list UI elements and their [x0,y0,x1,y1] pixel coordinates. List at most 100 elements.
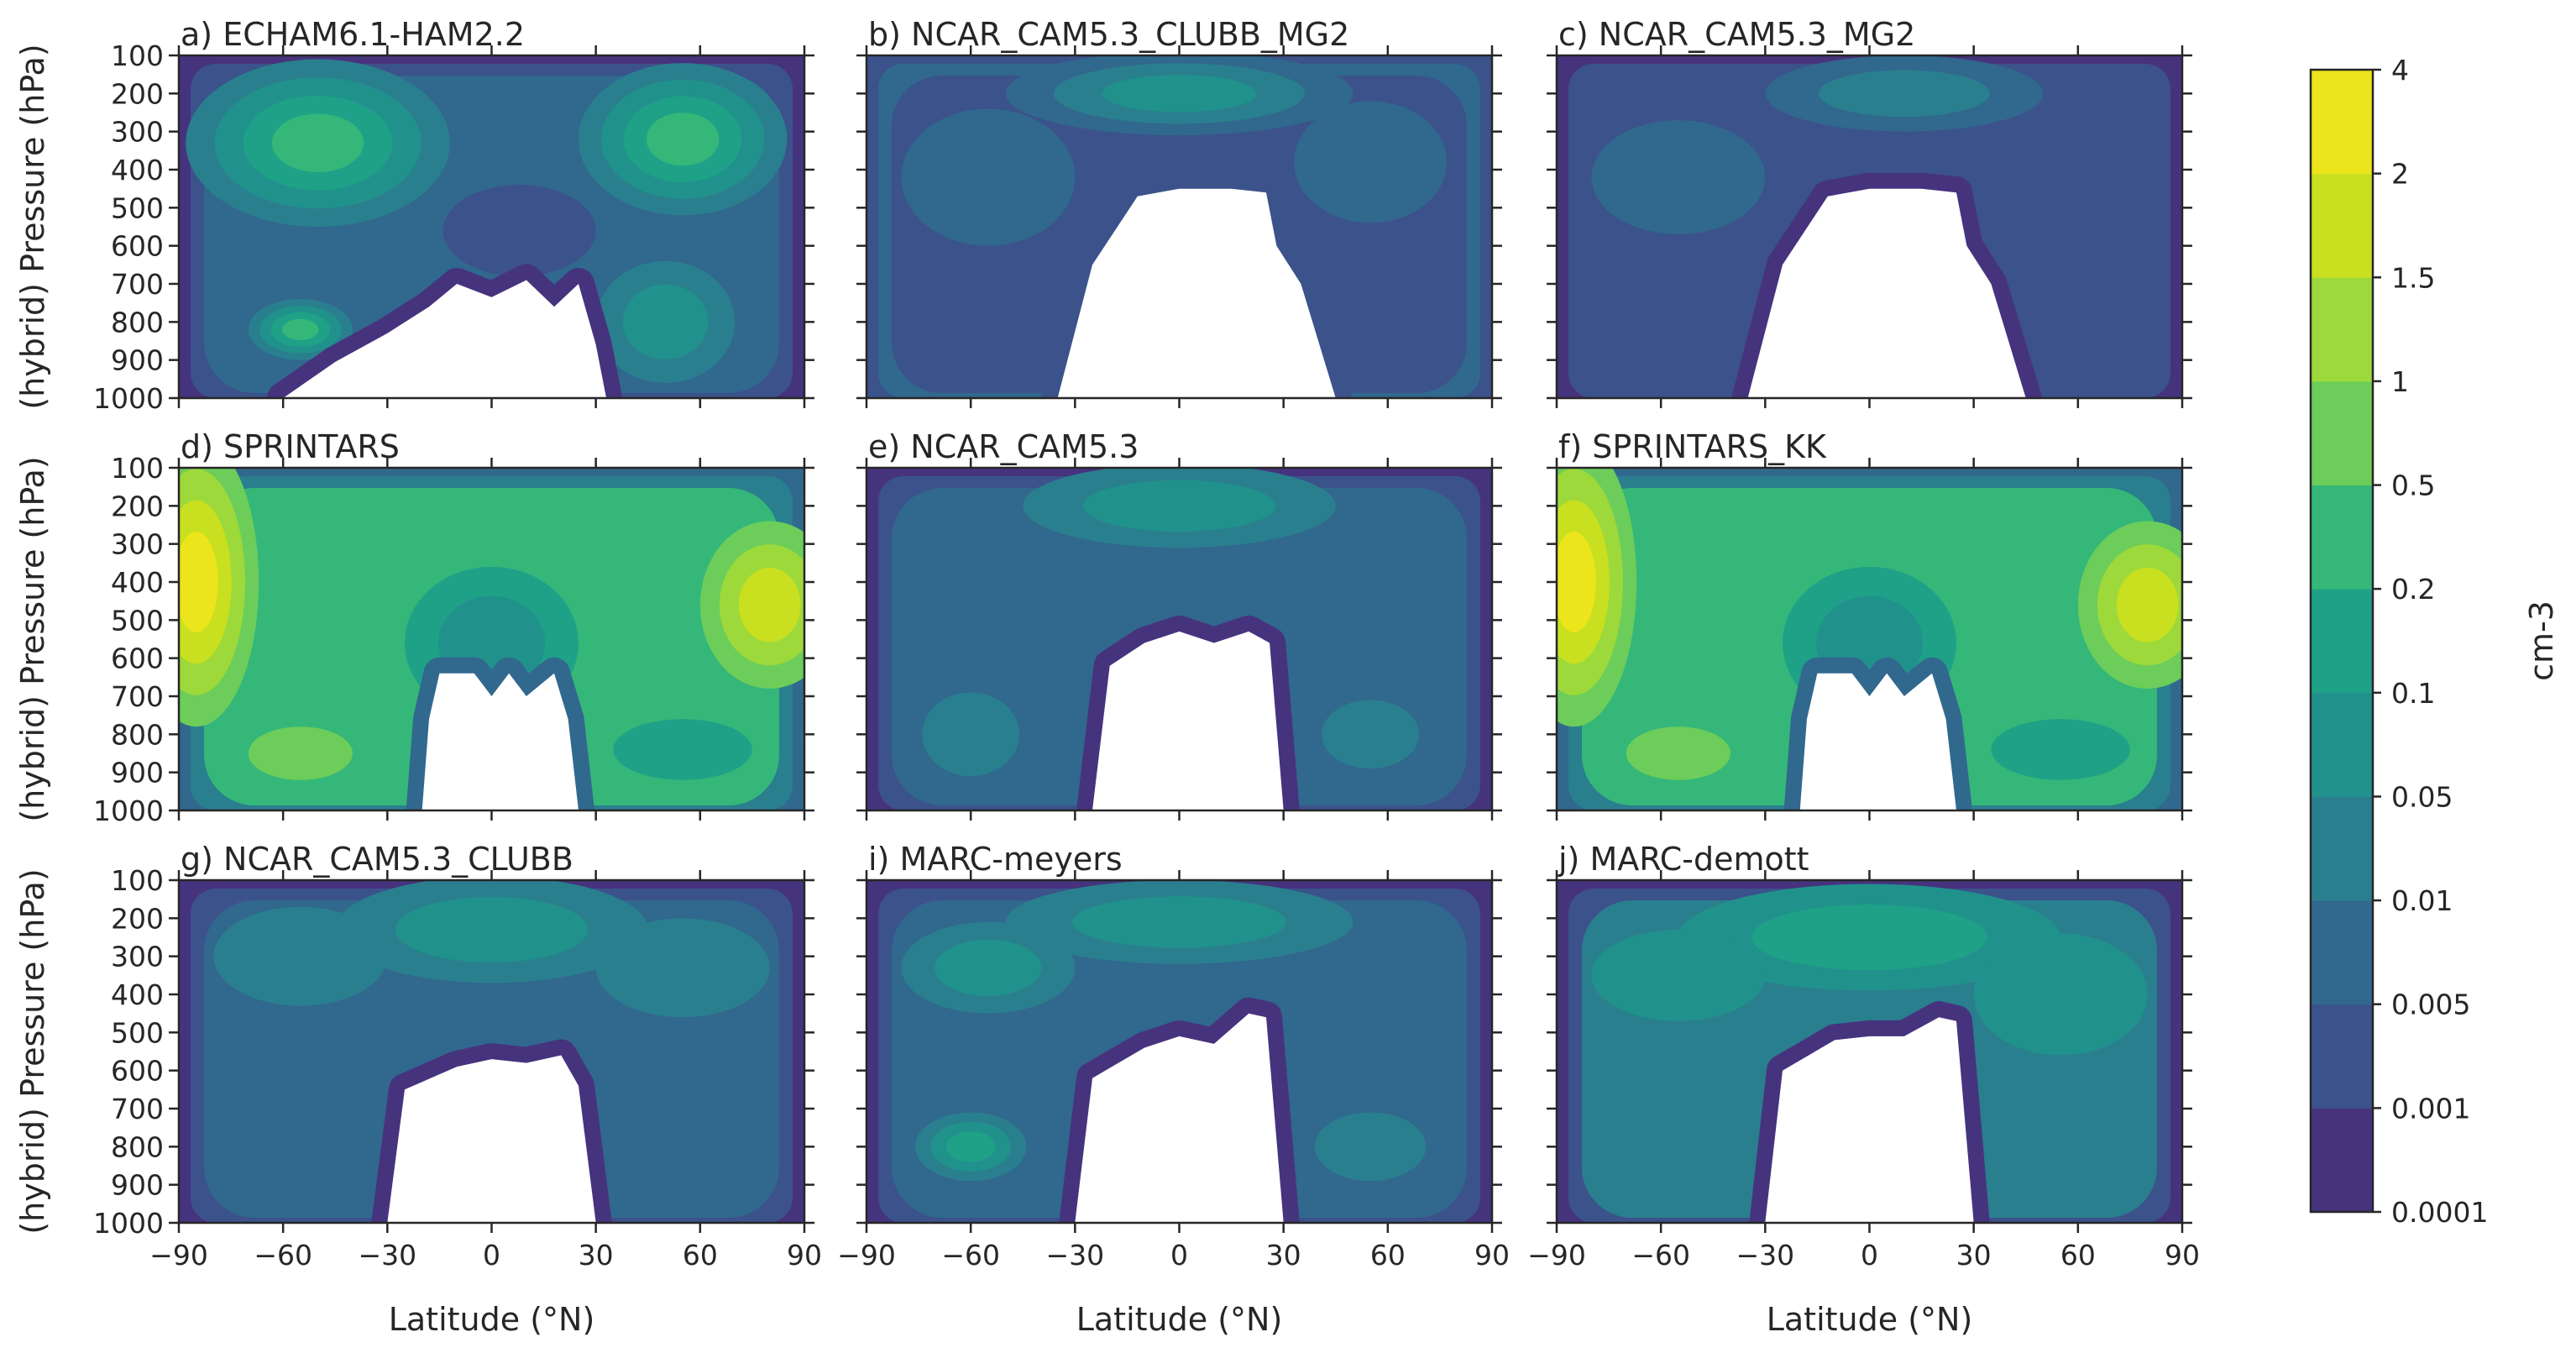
panel-title: c) NCAR_CAM5.3_MG2 [1558,16,1915,53]
y-tick-label: 700 [111,1093,164,1125]
x-tick-label: −30 [1046,1239,1105,1272]
contour-blob [1102,75,1257,113]
colorbar-tick-label: 1 [2391,365,2409,398]
missing-data-region [283,280,607,398]
colorbar-segment [2311,1004,2373,1109]
contour-blob [248,726,353,780]
x-tick-label: 90 [787,1239,822,1272]
colorbar-tick-label: 0.01 [2391,884,2453,917]
contour-blob [1991,719,2130,780]
contour-blob [622,284,709,359]
x-tick-label: −60 [1631,1239,1690,1272]
contour-field [179,880,804,1223]
contour-blob [1751,904,1987,971]
x-tick-label: −60 [941,1239,1000,1272]
colorbar-tick-label: 4 [2391,54,2409,87]
y-axis-label: (hybrid) Pressure (hPa) [14,868,51,1234]
missing-data-region [421,673,579,810]
panel: i) MARC-meyers −90 −60 −30 0 30 60 90 [837,841,1510,1272]
colorbar-label: cm-3 [2523,600,2560,681]
contour-blob [1072,896,1286,948]
panel-title: j) MARC-demott [1558,841,1809,878]
colorbar-tick-label: 0.2 [2391,573,2435,606]
panel: e) NCAR_CAM5.3 [856,428,1502,821]
y-tick-label: 200 [111,77,164,110]
colorbar-segment [2311,485,2373,590]
x-tick-label: −90 [837,1239,896,1272]
contour-blob [935,939,1042,996]
contour-blob [738,567,801,642]
y-tick-label: 900 [111,1169,164,1202]
contour-field [1557,880,2182,1223]
y-tick-label: 300 [111,528,164,561]
y-axis-labels: (hybrid) Pressure (hPa) (hybrid) Pressure… [14,44,51,1234]
x-tick-label: −90 [149,1239,208,1272]
y-tick-label: 1000 [93,794,164,827]
panel-title: e) NCAR_CAM5.3 [868,428,1139,465]
y-tick-label: 800 [111,306,164,338]
panel: c) NCAR_CAM5.3_MG2 [1547,16,2192,408]
missing-data-region [1057,188,1336,398]
colorbar-tick-label: 0.001 [2391,1092,2470,1125]
y-tick-label: 700 [111,268,164,301]
contour-blob [179,532,218,632]
contour-field [867,468,1492,810]
x-tick-label: −30 [359,1239,417,1272]
panel: d) SPRINTARS 100 200 300 400 500 600 700 800 900 1… [93,428,814,827]
panel-title: f) SPRINTARS_KK [1558,428,1827,465]
contour-blob [595,918,770,1018]
contour-blob [1819,70,1990,118]
contour-blob [1314,1112,1427,1182]
y-tick-label: 500 [111,604,164,637]
panel-title: i) MARC-meyers [868,841,1123,878]
panel-title: g) NCAR_CAM5.3_CLUBB [181,841,573,878]
contour-field [867,880,1492,1223]
colorbar-segment [2311,70,2373,175]
y-tick-label: 100 [111,864,164,897]
y-tick-label: 600 [111,1055,164,1088]
y-tick-label: 600 [111,642,164,675]
missing-data-region [1075,1013,1284,1223]
y-tick-label: 200 [111,902,164,935]
panel-title: b) NCAR_CAM5.3_CLUBB_MG2 [868,16,1349,53]
y-tick-label: 800 [111,1130,164,1163]
contour-blob [282,318,319,341]
y-tick-label: 100 [111,452,164,485]
x-tick-label: 60 [2060,1239,2096,1272]
contour-blob [271,113,364,172]
contour-blob [922,692,1020,777]
panel: g) NCAR_CAM5.3_CLUBB10020030040050060070… [93,841,822,1272]
y-axis-label: (hybrid) Pressure (hPa) [14,456,51,821]
y-tick-label: 1000 [93,382,164,415]
contour-blob [2116,567,2179,642]
contour-field [1557,55,2182,398]
panel: f) SPRINTARS_KK [1547,428,2192,821]
missing-data-region [1765,1017,1974,1223]
panel-grid: a) ECHAM6.1-HAM2.21002003004005006007008… [93,16,2200,1272]
missing-data-region [387,1055,596,1223]
colorbar-segment [2311,277,2373,382]
y-tick-label: 900 [111,757,164,789]
contour-blob [1973,933,2148,1056]
y-tick-label: 100 [111,39,164,72]
x-axis-label: Latitude (°N) [389,1301,595,1338]
colorbar-tick-label: 0.05 [2391,780,2453,813]
y-tick-label: 1000 [93,1207,164,1240]
contour-blob [945,1131,996,1162]
y-tick-label: 300 [111,941,164,973]
contour-blob [1322,700,1420,769]
colorbar-tick-label: 1.5 [2391,261,2435,294]
y-tick-label: 400 [111,154,164,186]
panel: b) NCAR_CAM5.3_CLUBB_MG2 [856,16,1502,408]
colorbar-segment [2311,900,2373,1005]
x-tick-label: 0 [483,1239,500,1272]
y-tick-label: 400 [111,978,164,1011]
x-tick-label: 60 [1370,1239,1406,1272]
colorbar-tick-label: 0.0001 [2391,1196,2488,1229]
contour-field [179,55,804,398]
x-axis-label: Latitude (°N) [1767,1301,1973,1338]
y-tick-label: 200 [111,490,164,522]
contour-blob [442,185,596,276]
y-tick-label: 500 [111,191,164,224]
